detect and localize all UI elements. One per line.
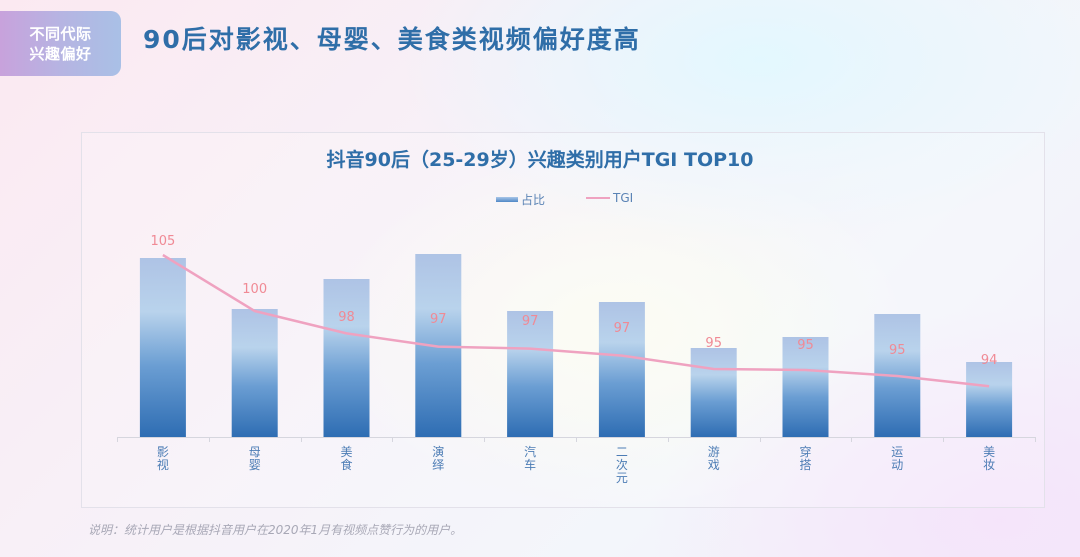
category-label: 元	[616, 471, 628, 485]
tgi-value-label: 94	[981, 353, 998, 368]
section-tag: 不同代际 兴趣偏好	[0, 11, 121, 76]
tgi-value-label: 105	[150, 234, 175, 249]
x-axis-ticks	[117, 437, 1036, 442]
category-label: 游	[708, 445, 720, 459]
tgi-value-label: 95	[797, 338, 814, 353]
category-label: 车	[524, 457, 536, 472]
category-label: 戏	[708, 458, 720, 472]
category-label: 美	[340, 445, 352, 459]
category-label: 妆	[983, 458, 995, 472]
bar-swatch-icon	[496, 197, 518, 202]
chart-title: 抖音90后（25-29岁）兴趣类别用户TGI TOP10	[326, 149, 754, 171]
category-label: 绎	[432, 458, 444, 472]
category-label: 搭	[799, 458, 811, 472]
tgi-value-label: 98	[338, 310, 355, 325]
tgi-value-label: 97	[614, 321, 631, 336]
legend-item-share[interactable]: 占比	[496, 191, 545, 208]
category-label: 美	[983, 445, 995, 459]
legend-label-tgi: TGI	[613, 191, 634, 205]
bar-6[interactable]	[598, 302, 645, 437]
bar-3[interactable]	[323, 279, 370, 437]
tgi-value-label: 95	[889, 343, 906, 358]
bar-8[interactable]	[782, 337, 829, 437]
category-label: 二	[616, 445, 628, 459]
legend-item-tgi[interactable]: TGI	[586, 191, 633, 205]
bar-series	[139, 254, 1013, 437]
category-label: 次	[616, 458, 628, 472]
chart-legend: 占比 TGI	[0, 191, 1080, 207]
bar-10[interactable]	[966, 362, 1013, 437]
category-label: 汽	[524, 444, 536, 459]
tgi-value-label: 95	[705, 336, 722, 351]
legend-label-share: 占比	[521, 193, 546, 207]
category-label: 婴	[249, 458, 261, 472]
category-label: 影	[157, 445, 169, 459]
tgi-line	[162, 253, 990, 388]
category-label: 视	[157, 457, 169, 472]
category-label: 动	[891, 458, 903, 472]
category-label: 母	[249, 445, 261, 459]
category-label: 食	[340, 457, 352, 472]
bar-5[interactable]	[507, 311, 554, 437]
category-label: 运	[891, 445, 903, 459]
bar-2[interactable]	[231, 309, 278, 437]
footnote: 说明：统计用户是根据抖音用户在2020年1月有视频点赞行为的用户。	[88, 523, 463, 537]
category-label: 穿	[799, 444, 811, 459]
tgi-value-label: 100	[242, 282, 267, 297]
tgi-data-labels: 105 100 98 97 97 97 95 95 95 94	[150, 234, 997, 368]
line-swatch-icon	[586, 197, 610, 199]
bar-7[interactable]	[690, 348, 737, 437]
page-title: 90后对影视、母婴、美食类视频偏好度高	[143, 25, 641, 54]
section-tag-line1: 不同代际	[29, 24, 92, 43]
section-tag-line2: 兴趣偏好	[29, 44, 92, 63]
category-label: 演	[432, 444, 444, 459]
bar-1[interactable]	[139, 258, 186, 437]
tgi-value-label: 97	[430, 312, 447, 327]
tgi-value-label: 97	[522, 314, 539, 329]
